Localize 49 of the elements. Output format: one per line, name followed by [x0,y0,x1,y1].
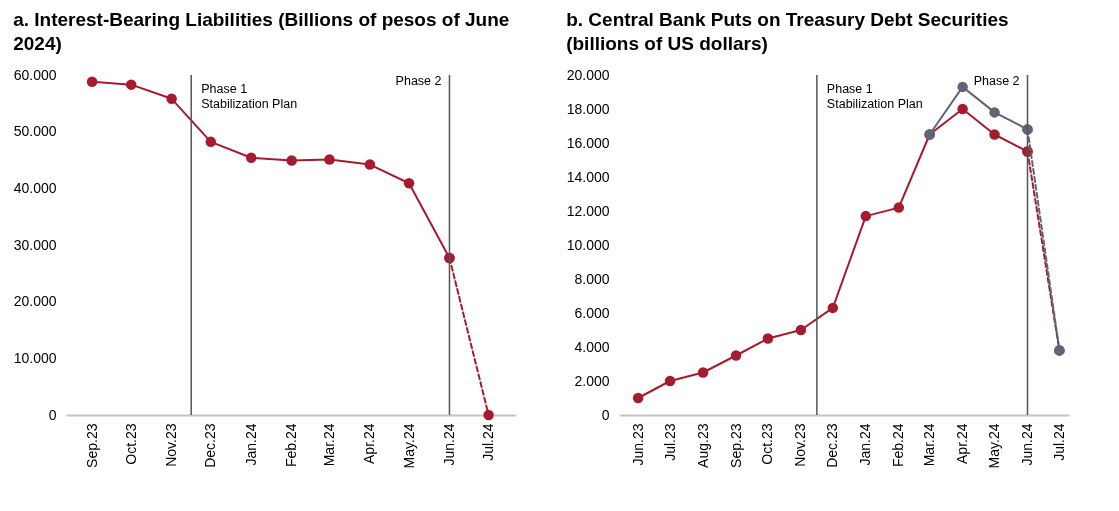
x-tick-label: Aug.23 [694,423,711,468]
y-tick-label: 12.000 [566,202,610,219]
x-tick-label: Mar.24 [921,423,938,467]
x-tick-label: Feb.24 [890,423,907,468]
chart-title: a. Interest-Bearing Liabilities (Billions of pesos of June 2024) [13,9,510,54]
y-tick-label: 14.000 [566,168,610,185]
x-tick-label: Sep.23 [727,423,744,468]
y-tick-label: 10.000 [566,236,610,253]
x-tick-label: Oct.23 [759,423,776,465]
y-tick-label: 20.000 [13,293,57,310]
ref-line-label: Phase 1 Stabilization Plan [826,82,923,111]
x-tick-label: Dec.23 [202,423,219,468]
ref-line-label: Phase 1 Stabilization Plan [201,82,298,111]
x-tick-label: Jul.23 [661,423,678,461]
x-tick-label: Apr.24 [954,423,971,464]
y-tick-label: 30.000 [13,236,57,253]
x-tick-label: Sep.23 [83,423,100,468]
x-tick-label: Jan.24 [242,423,259,466]
x-tick-label: Jun.24 [440,423,457,466]
y-tick-label: 4.000 [574,338,610,355]
ref-line-label: Phase 2 [395,74,442,88]
y-tick-label: 8.000 [574,270,610,287]
y-tick-label: 0 [601,406,610,423]
x-tick-label: May.24 [986,423,1003,469]
y-tick-label: 2.000 [574,372,610,389]
ref-line-label: Phase 2 [973,74,1020,88]
x-tick-label: Mar.24 [320,423,337,467]
y-tick-label: 0 [48,406,57,423]
x-tick-label: Jan.24 [857,423,874,466]
x-tick-label: Jul.24 [1050,423,1067,461]
y-tick-label: 60.000 [13,66,57,83]
y-tick-label: 40.000 [13,179,57,196]
chart-title: b. Central Bank Puts on Treasury Debt Securities (billions of US dollars) [566,9,1009,54]
x-tick-label: Nov.23 [792,423,809,467]
x-tick-label: Feb.24 [283,423,300,468]
y-tick-label: 10.000 [13,349,57,366]
y-tick-label: 6.000 [574,304,610,321]
x-tick-label: Jun.24 [1019,423,1036,466]
y-tick-label: 20.000 [566,66,610,83]
x-tick-label: Oct.23 [122,423,139,465]
x-tick-label: May.24 [400,423,417,469]
x-tick-label: Nov.23 [163,423,180,467]
y-tick-label: 16.000 [566,134,610,151]
y-tick-label: 50.000 [13,123,57,140]
x-tick-label: Jun.23 [629,423,646,466]
x-tick-label: Apr.24 [361,423,378,464]
x-tick-label: Dec.23 [824,423,841,468]
x-tick-label: Jul.24 [480,423,497,461]
y-tick-label: 18.000 [566,100,610,117]
